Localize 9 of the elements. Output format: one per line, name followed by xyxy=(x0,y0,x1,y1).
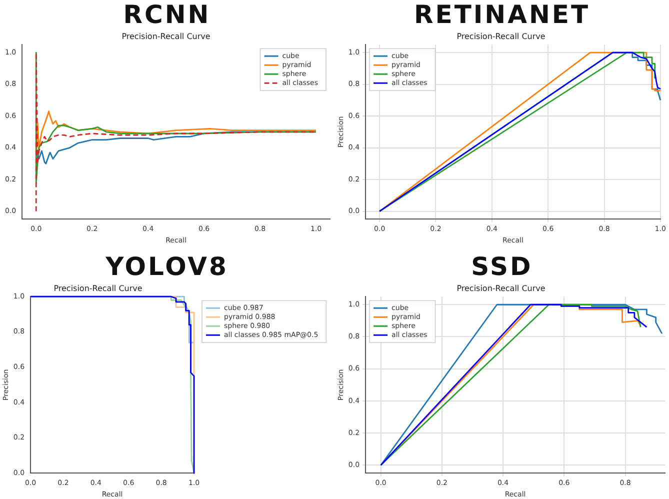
chart-subtitle: Precision-Recall Curve xyxy=(54,284,142,293)
chart-title: RCNN xyxy=(122,0,212,30)
chart-title: RETINANET xyxy=(412,0,591,30)
chart-subtitle: Precision-Recall Curve xyxy=(456,284,546,293)
chart-subtitle: Precision-Recall Curve xyxy=(456,32,546,41)
chart-subtitle: Precision-Recall Curve xyxy=(122,32,210,41)
chart-title: SSD xyxy=(470,252,534,282)
chart-title: YOLOV8 xyxy=(104,252,230,282)
line-series xyxy=(35,52,317,212)
